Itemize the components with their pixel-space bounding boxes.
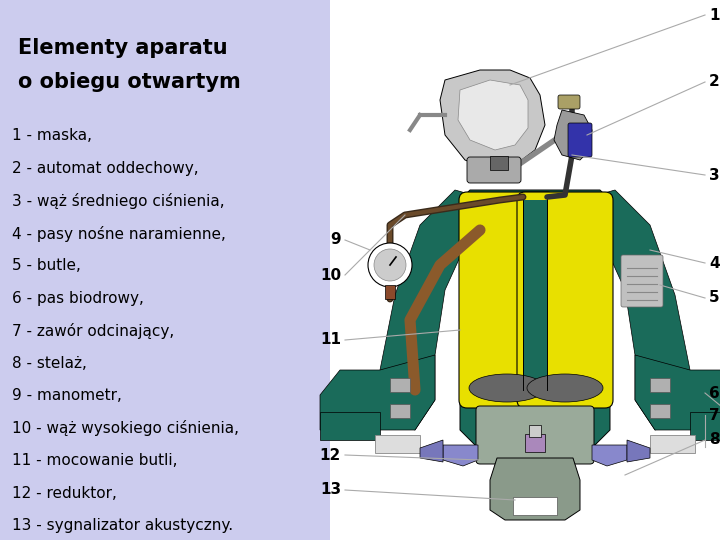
Text: 5 - butle,: 5 - butle, [12,258,81,273]
Text: 7 - zawór odcinający,: 7 - zawór odcinający, [12,323,174,339]
Bar [375,435,420,453]
Text: 7: 7 [709,408,719,422]
Bar [690,412,720,440]
Bar [650,378,670,392]
Text: 11 - mocowanie butli,: 11 - mocowanie butli, [12,453,178,468]
Bar [490,156,508,170]
Text: 8 - stelaż,: 8 - stelaż, [12,355,87,370]
Bar [525,434,545,452]
Ellipse shape [527,374,603,402]
FancyBboxPatch shape [621,255,663,307]
Text: 2 - automat oddechowy,: 2 - automat oddechowy, [12,160,199,176]
Text: 13: 13 [320,483,341,497]
Polygon shape [320,355,435,430]
FancyBboxPatch shape [476,406,594,464]
Text: 3: 3 [709,167,719,183]
Text: 3 - wąż średniego ciśnienia,: 3 - wąż średniego ciśnienia, [12,193,225,209]
Text: 10 - wąż wysokiego ciśnienia,: 10 - wąż wysokiego ciśnienia, [12,421,239,436]
FancyBboxPatch shape [517,192,613,408]
Bar [513,497,557,515]
Bar [523,200,547,390]
Bar [650,435,695,453]
Text: 2: 2 [709,75,720,90]
Text: 11: 11 [320,333,341,348]
Polygon shape [592,445,627,466]
Polygon shape [440,70,545,170]
Polygon shape [443,445,478,466]
Text: 10: 10 [320,267,341,282]
Text: 1: 1 [709,8,719,23]
Text: 4 - pasy nośne naramienne,: 4 - pasy nośne naramienne, [12,226,226,241]
Bar [650,404,670,418]
Bar [385,285,395,299]
Polygon shape [458,80,528,150]
Polygon shape [627,440,650,462]
FancyBboxPatch shape [568,123,592,157]
Text: 5: 5 [709,291,719,306]
Polygon shape [554,110,592,160]
Bar [529,425,541,437]
Text: Elementy aparatu: Elementy aparatu [18,38,228,58]
Text: 8: 8 [709,433,719,448]
Text: 13 - sygnalizator akustyczny.: 13 - sygnalizator akustyczny. [12,518,233,533]
Ellipse shape [469,374,545,402]
Bar [0,0,330,540]
Text: 12 - reduktor,: 12 - reduktor, [12,485,117,501]
Polygon shape [565,190,690,430]
Bar [390,378,410,392]
Text: 9: 9 [330,233,341,247]
Text: o obiegu otwartym: o obiegu otwartym [18,72,240,92]
Polygon shape [420,440,443,462]
FancyBboxPatch shape [467,157,521,183]
Bar [320,412,380,440]
Text: 1 - maska,: 1 - maska, [12,128,92,143]
Polygon shape [635,355,720,430]
Polygon shape [490,458,580,520]
Text: 9 - manometr,: 9 - manometr, [12,388,122,403]
Bar [390,404,410,418]
Text: 6: 6 [709,386,720,401]
FancyBboxPatch shape [459,192,555,408]
Bar [330,0,720,540]
Circle shape [368,243,412,287]
Polygon shape [380,190,505,430]
Text: 12: 12 [320,448,341,462]
Circle shape [374,249,406,281]
Text: 4: 4 [709,255,719,271]
Text: 6 - pas biodrowy,: 6 - pas biodrowy, [12,291,144,306]
FancyBboxPatch shape [558,95,580,109]
Polygon shape [460,190,610,450]
